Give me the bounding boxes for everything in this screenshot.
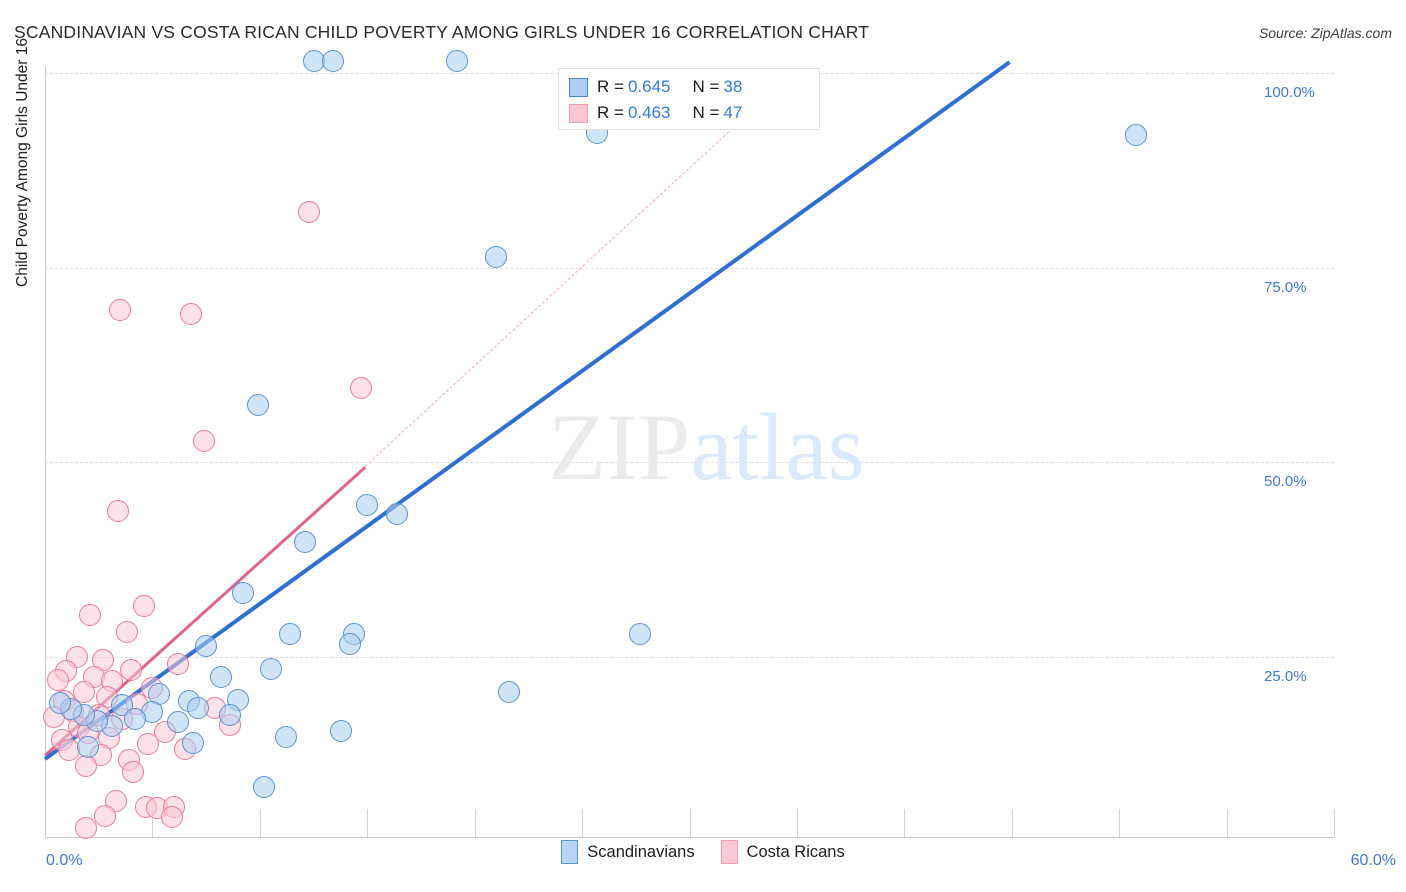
data-point bbox=[180, 302, 203, 325]
data-point bbox=[192, 430, 215, 453]
data-point bbox=[119, 659, 142, 682]
y-axis-label: 25.0% bbox=[1264, 668, 1307, 685]
plot-area: ZIPatlas 100.0% 75.0% 50.0% 25.0% bbox=[42, 50, 1335, 840]
data-point bbox=[124, 708, 147, 731]
x-axis-line bbox=[45, 837, 1334, 838]
data-point bbox=[74, 755, 97, 777]
x-axis-tick bbox=[152, 809, 154, 837]
n-label: N = bbox=[692, 77, 720, 96]
correlation-stats-box: R = 0.645 N = 38 R = 0.463 N = 47 bbox=[558, 68, 820, 130]
data-point bbox=[167, 653, 190, 675]
zipatlas-watermark: ZIPatlas bbox=[548, 394, 865, 500]
x-axis-tick bbox=[259, 809, 261, 837]
data-point bbox=[115, 621, 138, 644]
data-point bbox=[94, 804, 117, 827]
data-point bbox=[218, 704, 241, 727]
legend-swatch-costa-ricans-icon bbox=[720, 840, 738, 864]
stats-row-scandinavians: R = 0.645 N = 38 bbox=[569, 74, 809, 100]
data-point bbox=[57, 739, 80, 762]
data-point bbox=[186, 697, 209, 720]
stats-row-costa-ricans: R = 0.463 N = 47 bbox=[569, 100, 809, 126]
data-point bbox=[107, 499, 130, 522]
x-axis-tick bbox=[582, 809, 584, 837]
data-point bbox=[446, 50, 469, 73]
y-axis-label: 75.0% bbox=[1264, 278, 1307, 296]
data-point bbox=[109, 299, 132, 322]
data-point bbox=[293, 530, 316, 553]
source-label: Source: ZipAtlas.com bbox=[1258, 25, 1392, 41]
y-axis-title: Child Poverty Among Girls Under 16 bbox=[14, 38, 31, 287]
data-point bbox=[231, 582, 254, 605]
r-value: 0.463 bbox=[627, 103, 671, 122]
legend-item-scandinavians[interactable]: Scandinavians bbox=[561, 840, 695, 864]
data-point bbox=[46, 669, 69, 692]
legend-label-costa-ricans: Costa Ricans bbox=[746, 842, 845, 861]
legend-swatch-scandinavians-icon bbox=[561, 840, 579, 864]
data-point bbox=[253, 776, 276, 799]
data-point bbox=[137, 733, 160, 756]
r-label: R = bbox=[597, 103, 624, 122]
n-value: 38 bbox=[723, 77, 743, 96]
data-point bbox=[167, 711, 190, 734]
x-axis-tick bbox=[689, 809, 691, 837]
chart-legend: Scandinavians Costa Ricans bbox=[0, 840, 1406, 864]
x-axis-tick bbox=[367, 809, 369, 837]
page-title: SCANDINAVIAN VS COSTA RICAN CHILD POVERT… bbox=[14, 22, 870, 42]
gridline-25 bbox=[45, 657, 1334, 658]
data-point bbox=[132, 595, 155, 618]
data-point bbox=[629, 622, 652, 645]
y-axis-line bbox=[45, 66, 46, 837]
series-swatch-pink-icon bbox=[569, 103, 588, 123]
data-point bbox=[210, 666, 233, 689]
gridline-50 bbox=[45, 462, 1334, 464]
data-point bbox=[182, 731, 205, 754]
legend-item-costa-ricans[interactable]: Costa Ricans bbox=[720, 840, 845, 864]
data-point bbox=[160, 805, 183, 828]
data-point bbox=[330, 719, 353, 742]
data-point bbox=[72, 681, 95, 704]
data-point bbox=[498, 681, 521, 704]
x-axis-tick bbox=[1226, 809, 1228, 837]
legend-label-scandinavians: Scandinavians bbox=[587, 842, 695, 861]
data-point bbox=[339, 632, 362, 655]
n-value: 47 bbox=[723, 103, 743, 122]
data-point bbox=[49, 691, 72, 714]
trendline-costa-ricans-extension bbox=[364, 77, 789, 468]
y-axis-label: 50.0% bbox=[1264, 473, 1307, 491]
x-axis-tick bbox=[1119, 809, 1121, 837]
data-point bbox=[122, 761, 145, 784]
data-point bbox=[259, 657, 282, 680]
data-point bbox=[74, 817, 97, 840]
r-value: 0.645 bbox=[627, 77, 671, 96]
data-point bbox=[298, 200, 321, 223]
data-point bbox=[76, 735, 99, 758]
x-axis-tick bbox=[1011, 809, 1013, 837]
series-swatch-blue-icon bbox=[569, 77, 588, 97]
data-point bbox=[356, 494, 379, 517]
n-label: N = bbox=[692, 103, 720, 122]
gridline-75 bbox=[45, 267, 1334, 269]
data-point bbox=[195, 635, 218, 658]
data-point bbox=[79, 603, 102, 626]
data-point bbox=[349, 376, 372, 399]
data-point bbox=[246, 394, 269, 417]
data-point bbox=[274, 726, 297, 749]
data-point bbox=[386, 502, 409, 525]
y-axis-label: 100.0% bbox=[1264, 84, 1315, 101]
data-point bbox=[1125, 123, 1148, 146]
x-axis-tick bbox=[1334, 809, 1335, 837]
data-point bbox=[321, 50, 344, 73]
x-axis-max-label: 60.0% bbox=[1350, 852, 1396, 869]
data-point bbox=[278, 622, 301, 645]
x-axis-tick bbox=[904, 809, 906, 837]
data-point bbox=[485, 245, 508, 268]
x-axis-tick bbox=[796, 809, 798, 837]
x-axis-tick bbox=[474, 809, 476, 837]
r-label: R = bbox=[597, 77, 624, 96]
x-axis-min-label: 0.0% bbox=[46, 852, 83, 869]
